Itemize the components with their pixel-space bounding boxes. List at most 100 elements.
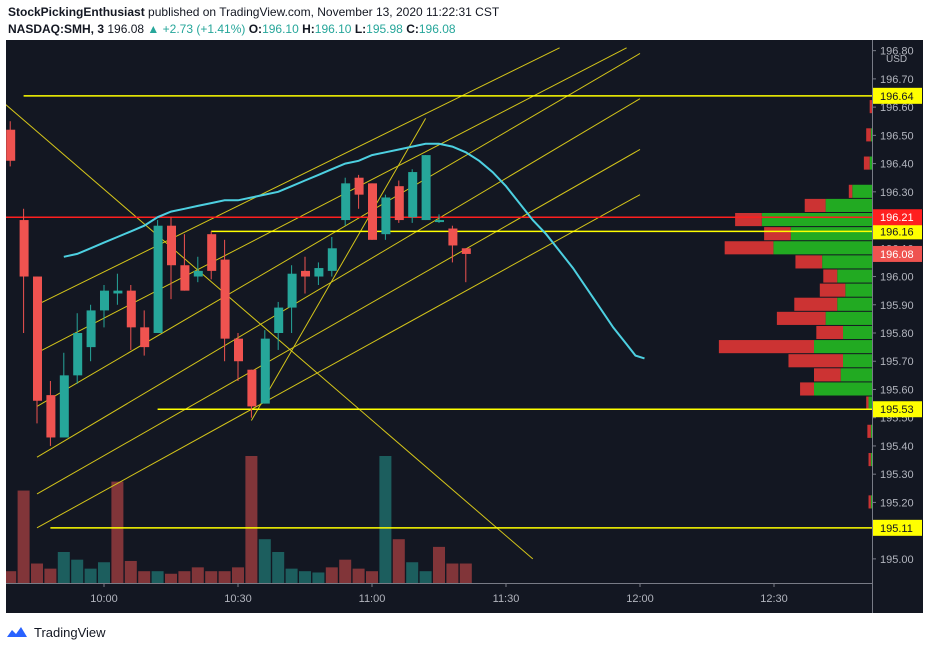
x-tick-label: 10:00: [90, 593, 118, 605]
volume-profile-up: [790, 227, 872, 241]
volume-profile-up: [843, 354, 872, 368]
volume-bar: [366, 571, 378, 583]
y-tick-label: 195.90: [880, 300, 914, 312]
volume-bar: [312, 572, 325, 583]
candle: [19, 208, 29, 333]
close-label: C:: [406, 22, 419, 36]
trend-line: [36, 194, 641, 529]
candle: [368, 183, 377, 240]
high-label: H:: [302, 22, 315, 36]
yellow-level-label: 195.11: [880, 523, 913, 535]
candle-body: [33, 276, 42, 401]
candle-body: [153, 225, 163, 333]
volume-bar: [379, 456, 392, 583]
volume-bar: [151, 571, 164, 583]
candle-body: [167, 225, 176, 266]
y-tick-label: 195.60: [880, 384, 914, 396]
volume-bar: [111, 481, 124, 583]
published-text: published on TradingView.com, November 1…: [148, 5, 500, 19]
volume-profile-down: [866, 396, 869, 410]
time-axis: 10:00 10:30 11:00 11:30 12:00 12:30: [90, 583, 788, 605]
candle: [126, 285, 136, 350]
volume-profile-up: [840, 368, 872, 382]
yellow-level-label: 196.64: [880, 91, 914, 103]
volume-profile-down: [819, 283, 846, 297]
volume-bar: [299, 571, 311, 583]
volume-bar: [325, 567, 338, 583]
candle: [59, 352, 69, 438]
volume-profile-down: [868, 495, 871, 509]
high-value: 196.10: [314, 22, 352, 36]
volume-bar: [433, 546, 445, 583]
yellow-level-label: 195.53: [880, 404, 914, 416]
volume-bar: [44, 568, 57, 583]
yellow-level-label-bg: [873, 519, 922, 536]
volume-profile-up: [843, 325, 872, 340]
candle-body: [234, 338, 243, 362]
volume-bar: [285, 568, 298, 583]
volume-profile-up: [870, 424, 872, 438]
candle-body: [354, 177, 364, 195]
volume-profile-down: [814, 368, 841, 382]
price-axis: 195.00195.10195.20195.30195.40195.50195.…: [872, 46, 914, 566]
candle-body: [220, 259, 230, 339]
volume-profile-up: [837, 297, 872, 311]
candle-body: [287, 273, 297, 308]
chart-container[interactable]: 195.00195.10195.20195.30195.40195.50195.…: [6, 40, 923, 613]
price-labels: 196.64 196.16 195.53 195.11 196.21 196.08: [873, 87, 922, 536]
candle-body: [368, 183, 377, 240]
volume-bar: [71, 559, 84, 583]
volume-profile-down: [863, 156, 870, 170]
candle-body: [19, 220, 29, 277]
moving-average-line: [63, 142, 645, 360]
volume-profile-up: [852, 184, 872, 198]
volume-profile-down: [848, 184, 853, 198]
y-tick-label: 196.40: [880, 159, 914, 171]
open-label: O:: [248, 22, 263, 36]
candle-body: [448, 228, 458, 246]
candle-body: [140, 327, 150, 348]
volume-profile-down: [868, 453, 871, 467]
candle: [167, 217, 176, 300]
volume-profile-up: [773, 241, 872, 255]
volume-bar: [17, 490, 30, 583]
open-value: 196.10: [262, 22, 299, 36]
last-price: 196.08: [107, 22, 145, 36]
volume-profile-down: [735, 213, 762, 227]
volume-bar: [6, 571, 17, 583]
symbol-info: NASDAQ:SMH, 3 196.08 ▲ +2.73 (+1.41%) O:…: [8, 22, 456, 36]
volume-profile-up: [825, 198, 872, 212]
volume-profile-up: [822, 255, 872, 269]
volume-profile-down: [776, 311, 826, 325]
y-tick-label: 195.00: [880, 554, 914, 566]
candle-body: [314, 268, 324, 277]
volume-bar: [205, 571, 218, 583]
x-tick-label: 10:30: [224, 593, 252, 605]
trend-line: [36, 53, 641, 407]
candle-body: [180, 265, 190, 291]
candlestick-chart[interactable]: 195.00195.10195.20195.30195.40195.50195.…: [6, 40, 923, 613]
author-name[interactable]: StockPickingEnthusiast: [8, 5, 145, 19]
candle: [234, 333, 243, 381]
candle: [314, 262, 324, 285]
volume-profile-up: [870, 128, 872, 142]
volume-profile-down: [823, 269, 838, 283]
candle: [461, 248, 471, 283]
tradingview-logo-icon: [7, 627, 27, 637]
currency-label: USD: [886, 54, 907, 65]
tradingview-brand[interactable]: TradingView: [34, 624, 106, 640]
volume-profile-up: [869, 156, 872, 170]
horizontal-lines-group: [6, 95, 872, 529]
volume-profile-up: [814, 382, 872, 396]
publish-info: StockPickingEnthusiast published on Trad…: [8, 5, 499, 19]
volume-bar: [352, 568, 365, 583]
candle-body: [113, 290, 123, 294]
trend-line: [36, 149, 641, 495]
volume-bar: [272, 552, 285, 583]
candle-body: [435, 220, 444, 223]
candle-body: [381, 197, 391, 235]
volume-profile-down: [794, 297, 838, 311]
volume-profile-up: [814, 340, 872, 354]
candle: [301, 256, 310, 294]
symbol-label: NASDAQ:SMH, 3: [8, 22, 105, 36]
